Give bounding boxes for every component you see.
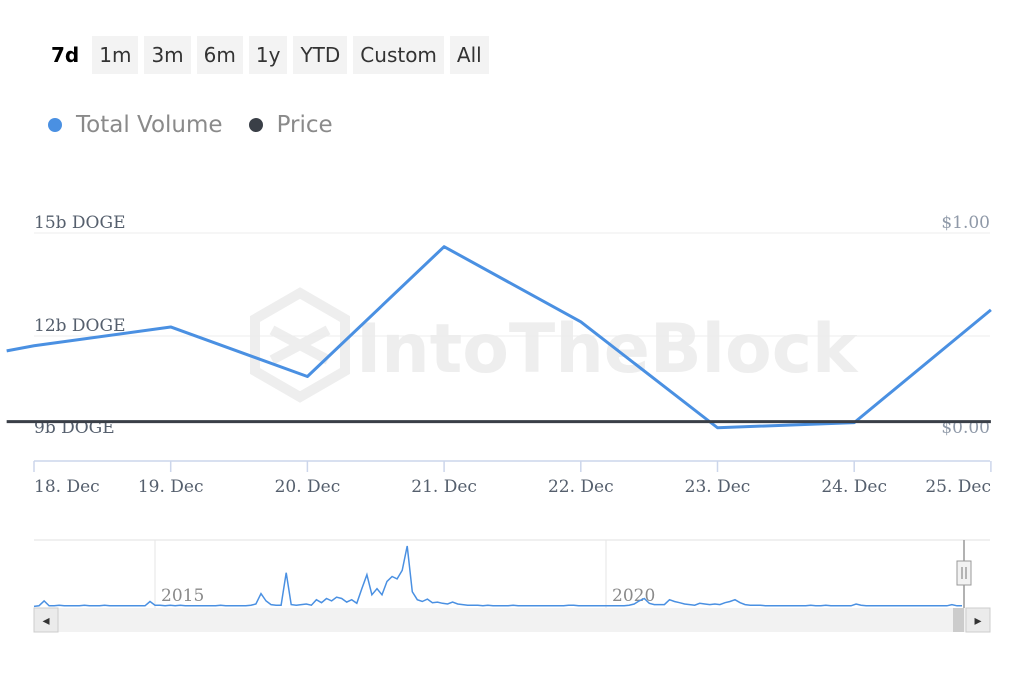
y-right-tick-label: $1.00	[941, 213, 990, 233]
range-button-1y[interactable]: 1y	[248, 36, 288, 74]
scrollbar-thumb[interactable]	[953, 608, 964, 632]
series-lines	[6, 245, 992, 430]
x-tick-label: 18. Dec	[34, 477, 100, 497]
range-selector: 7d 1m 3m 6m 1y YTD Custom All	[44, 36, 489, 74]
legend-dot-icon	[48, 118, 62, 132]
x-tick-label: 21. Dec	[411, 477, 477, 497]
chevron-right-icon: ▸	[974, 613, 981, 629]
navigator-history-line	[33, 545, 962, 608]
x-tick-label: 23. Dec	[685, 477, 751, 497]
navigator-year-label-2020: 2020	[612, 586, 655, 606]
chevron-left-icon: ◂	[42, 613, 49, 629]
y-left-tick-label: 15b DOGE	[34, 213, 125, 233]
navigator-year-label-2015: 2015	[161, 586, 204, 606]
x-tick-label: 19. Dec	[138, 477, 204, 497]
range-button-custom[interactable]: Custom	[353, 36, 444, 74]
x-axis: 18. Dec 19. Dec 20. Dec 21. Dec 22. Dec 23. D…	[33, 460, 992, 497]
scroll-right-button[interactable]: ▸	[965, 607, 991, 633]
range-button-3m[interactable]: 3m	[144, 36, 191, 74]
legend-item-total-volume[interactable]: Total Volume	[48, 112, 223, 138]
x-tick-label: 25. Dec	[925, 477, 991, 497]
x-tick-label: 22. Dec	[548, 477, 614, 497]
navigator[interactable]: 2015 2020 ◂ ▸	[33, 539, 991, 633]
y-left-tick-label: 12b DOGE	[34, 316, 125, 336]
legend-label: Price	[276, 112, 333, 138]
watermark-logo-icon	[250, 287, 350, 403]
legend: Total Volume Price	[48, 112, 333, 138]
legend-dot-icon	[248, 118, 263, 132]
watermark: IntoTheBlock	[250, 287, 859, 403]
range-button-1m[interactable]: 1m	[92, 36, 139, 74]
watermark-text: IntoTheBlock	[356, 310, 859, 389]
scroll-left-button[interactable]: ◂	[33, 607, 59, 633]
x-tick-label: 24. Dec	[821, 477, 887, 497]
legend-label: Total Volume	[76, 112, 223, 138]
range-button-ytd[interactable]: YTD	[293, 36, 348, 74]
range-button-all[interactable]: All	[449, 36, 489, 74]
navigator-handle[interactable]	[956, 560, 972, 586]
scrollbar-region	[53, 608, 953, 632]
range-button-6m[interactable]: 6m	[196, 36, 243, 74]
x-tick-label: 20. Dec	[275, 477, 341, 497]
legend-item-price[interactable]: Price	[248, 112, 333, 138]
range-button-7d[interactable]: 7d	[44, 36, 87, 74]
